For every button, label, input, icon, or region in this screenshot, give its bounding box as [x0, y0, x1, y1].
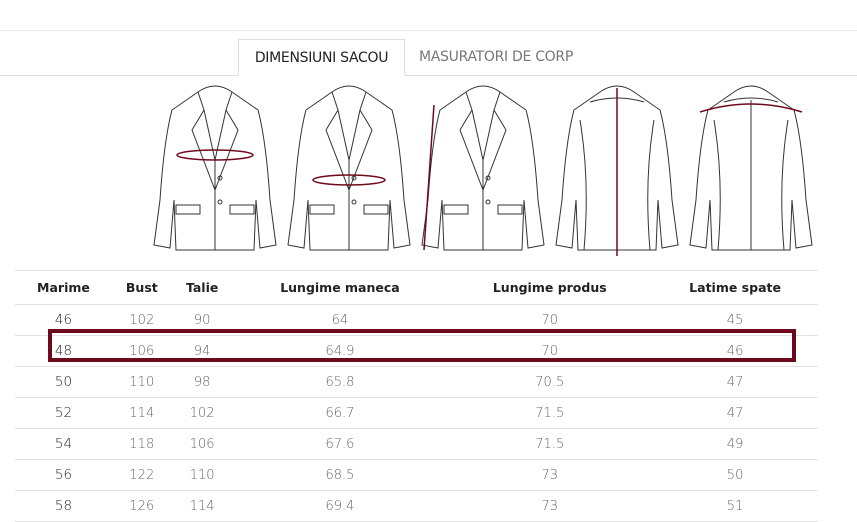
jacket-bust-icon [153, 85, 277, 251]
highlighted-row-box [48, 329, 796, 362]
measurement-cell: 73 [447, 459, 653, 491]
measurement-cell: 122 [111, 459, 172, 491]
measurement-cell: 118 [111, 428, 172, 460]
measurement-cell: 66.7 [232, 397, 448, 429]
measurement-cell: 50 [652, 459, 818, 491]
tab-dimensiuni-sacou[interactable]: DIMENSIUNI SACOU [238, 39, 405, 76]
column-header: Marime [15, 270, 112, 305]
table-row: 54 118 106 67.6 71.5 49 [15, 428, 818, 460]
measurement-cell: 68.5 [232, 459, 448, 491]
measurement-cell: 114 [111, 397, 172, 429]
jacket-length-icon [555, 85, 679, 256]
measurement-cell: 110 [171, 459, 233, 491]
measurement-cell: 106 [171, 428, 233, 460]
measurement-cell: 71.5 [447, 428, 653, 460]
measurement-cell: 114 [171, 490, 233, 522]
size-cell: 54 [15, 428, 112, 460]
column-header: Latime spate [652, 270, 818, 305]
column-header: Lungime produs [447, 270, 653, 305]
size-cell: 58 [15, 490, 112, 522]
measurement-cell: 65.8 [232, 366, 448, 398]
table-row: 52 114 102 66.7 71.5 47 [15, 397, 818, 429]
tab-divider [0, 75, 857, 76]
measurement-cell: 47 [652, 397, 818, 429]
jacket-diagrams [153, 85, 813, 256]
measurement-cell: 51 [652, 490, 818, 522]
tab-masuratori-de-corp[interactable]: MASURATORI DE CORP [419, 49, 573, 65]
size-cell: 52 [15, 397, 112, 429]
table-row: 50 110 98 65.8 70.5 47 [15, 366, 818, 398]
measurement-cell: 98 [171, 366, 233, 398]
measurement-cell: 110 [111, 366, 172, 398]
measurement-cell: 126 [111, 490, 172, 522]
jacket-sleeve-icon [421, 85, 545, 251]
measurement-cell: 102 [171, 397, 233, 429]
measurement-cell: 70.5 [447, 366, 653, 398]
column-header: Bust [111, 270, 172, 305]
measurement-cell: 49 [652, 428, 818, 460]
measurement-cell: 47 [652, 366, 818, 398]
jacket-back-width-icon [689, 85, 813, 251]
column-header: Lungime maneca [232, 270, 448, 305]
table-row: 56 122 110 68.5 73 50 [15, 459, 818, 491]
column-header: Talie [171, 270, 233, 305]
table-row: 58 126 114 69.4 73 51 [15, 490, 818, 522]
measurement-cell: 73 [447, 490, 653, 522]
measurement-cell: 69.4 [232, 490, 448, 522]
measurement-cell: 71.5 [447, 397, 653, 429]
jacket-waist-icon [287, 85, 411, 251]
measurement-cell: 67.6 [232, 428, 448, 460]
size-table: Marime Bust Talie Lungime maneca Lungime pro… [15, 270, 818, 522]
top-divider [0, 30, 857, 31]
size-cell: 50 [15, 366, 112, 398]
size-cell: 56 [15, 459, 112, 491]
